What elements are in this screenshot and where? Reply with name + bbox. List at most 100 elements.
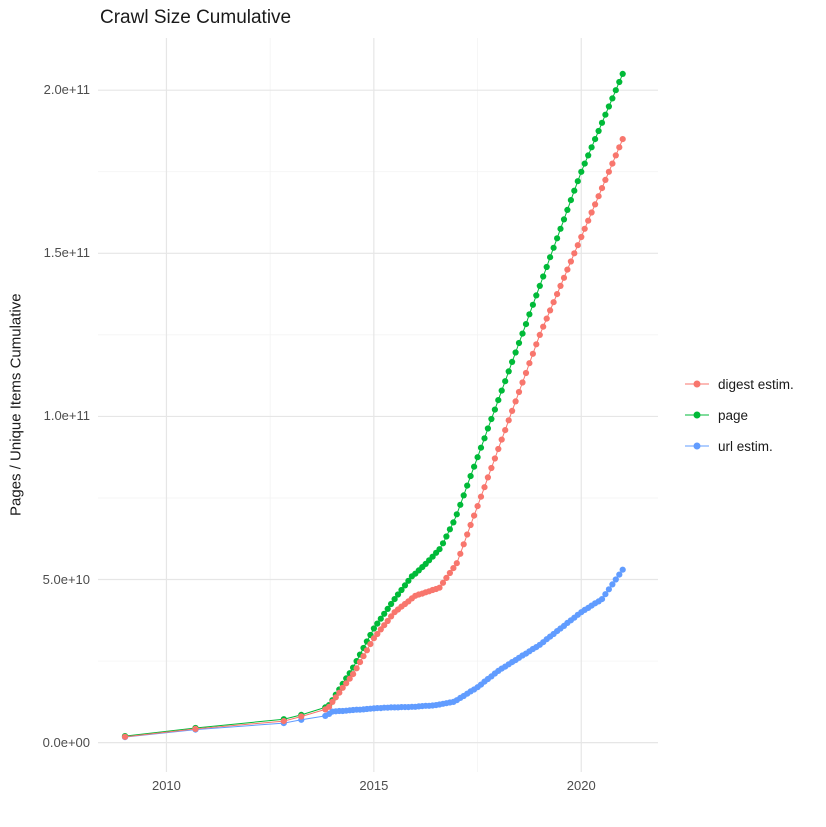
series-point bbox=[464, 482, 471, 489]
series-point bbox=[519, 330, 526, 337]
series-point bbox=[578, 233, 585, 241]
x-tick-label: 2020 bbox=[566, 778, 596, 793]
series-point bbox=[484, 425, 491, 432]
series-point bbox=[564, 206, 571, 213]
y-tick-label: 5.0e+10 bbox=[42, 571, 90, 587]
series-point bbox=[598, 185, 606, 192]
series-point bbox=[339, 684, 346, 691]
series-point bbox=[547, 307, 554, 314]
series-point bbox=[471, 463, 478, 470]
series-point bbox=[370, 625, 377, 632]
series-point bbox=[567, 258, 574, 265]
series-point bbox=[326, 703, 333, 710]
series-point bbox=[467, 521, 474, 529]
series-point bbox=[280, 718, 287, 725]
series-point bbox=[585, 152, 592, 159]
series-point bbox=[450, 565, 457, 572]
series-point bbox=[574, 242, 581, 249]
series-point bbox=[474, 503, 481, 510]
series-point bbox=[619, 70, 626, 77]
series-point bbox=[457, 550, 464, 557]
series-point bbox=[401, 582, 409, 589]
series-point bbox=[384, 605, 391, 613]
series-point bbox=[495, 445, 502, 453]
series-point bbox=[540, 273, 547, 280]
series-point bbox=[453, 560, 460, 567]
series-point bbox=[557, 225, 564, 232]
series-point bbox=[443, 574, 450, 582]
legend: digest estim. page url estim. bbox=[684, 376, 794, 469]
series-point bbox=[192, 725, 199, 733]
series-point bbox=[519, 379, 526, 386]
series-point bbox=[529, 350, 536, 357]
series-point bbox=[474, 454, 481, 461]
y-tick-label: 2.0e+11 bbox=[43, 82, 90, 98]
series-point bbox=[578, 168, 585, 175]
series-point bbox=[443, 533, 450, 540]
series-point bbox=[398, 586, 405, 594]
series-point bbox=[581, 225, 588, 232]
series-point bbox=[536, 282, 543, 289]
x-tick-label: 2015 bbox=[359, 778, 389, 793]
series-point bbox=[515, 388, 523, 396]
series-point bbox=[477, 444, 485, 451]
legend-label: digest estim. bbox=[718, 376, 794, 392]
series-point bbox=[592, 201, 599, 208]
series-point bbox=[574, 178, 581, 185]
series-point bbox=[616, 78, 623, 86]
series-point bbox=[522, 321, 530, 328]
series-point bbox=[453, 511, 460, 518]
series-point bbox=[612, 576, 619, 583]
series-point bbox=[505, 368, 512, 375]
series-point bbox=[571, 250, 578, 257]
series-point bbox=[498, 387, 505, 394]
series-point bbox=[439, 540, 447, 547]
series-point bbox=[436, 584, 443, 591]
series-point bbox=[598, 596, 606, 603]
series-point bbox=[560, 274, 568, 281]
series-point bbox=[502, 378, 509, 385]
series-point bbox=[609, 581, 616, 588]
series-point bbox=[585, 217, 592, 224]
series-point bbox=[329, 698, 336, 706]
series-point bbox=[484, 474, 491, 481]
chart-title: Crawl Size Cumulative bbox=[100, 7, 292, 28]
series-point bbox=[477, 493, 485, 500]
series-point bbox=[512, 398, 519, 405]
series-point bbox=[446, 569, 453, 577]
series-point bbox=[619, 566, 626, 573]
series-point bbox=[446, 526, 453, 533]
series-point bbox=[374, 630, 381, 638]
series-point bbox=[612, 152, 619, 159]
series-point bbox=[381, 610, 388, 617]
series-point bbox=[522, 369, 530, 377]
series-point bbox=[543, 263, 550, 271]
series-point bbox=[515, 339, 523, 347]
legend-entry-page: page bbox=[684, 407, 794, 423]
legend-label: page bbox=[718, 407, 749, 423]
legend-entry-url-estim-: url estim. bbox=[684, 438, 794, 454]
series-point bbox=[616, 571, 623, 578]
series-point bbox=[356, 659, 364, 666]
legend-key-icon bbox=[685, 442, 709, 450]
series-point bbox=[121, 733, 129, 740]
series-point bbox=[332, 694, 339, 701]
series-point bbox=[571, 187, 578, 194]
series-point bbox=[595, 193, 602, 200]
series-point bbox=[363, 647, 370, 654]
series-point bbox=[394, 591, 402, 598]
plot-svg bbox=[98, 38, 658, 772]
series-point bbox=[581, 160, 588, 167]
legend-key-icon bbox=[685, 411, 709, 419]
series-point bbox=[436, 546, 443, 553]
series-point bbox=[609, 95, 616, 102]
series-point bbox=[388, 600, 395, 608]
legend-entry-digest-estim-: digest estim. bbox=[684, 376, 794, 392]
y-tick-label: 1.0e+11 bbox=[43, 408, 90, 424]
series-point bbox=[567, 197, 574, 204]
series-point bbox=[502, 427, 509, 434]
series-point bbox=[388, 613, 395, 620]
series-point bbox=[533, 292, 540, 299]
series-point bbox=[370, 635, 377, 642]
series-point bbox=[560, 216, 568, 223]
